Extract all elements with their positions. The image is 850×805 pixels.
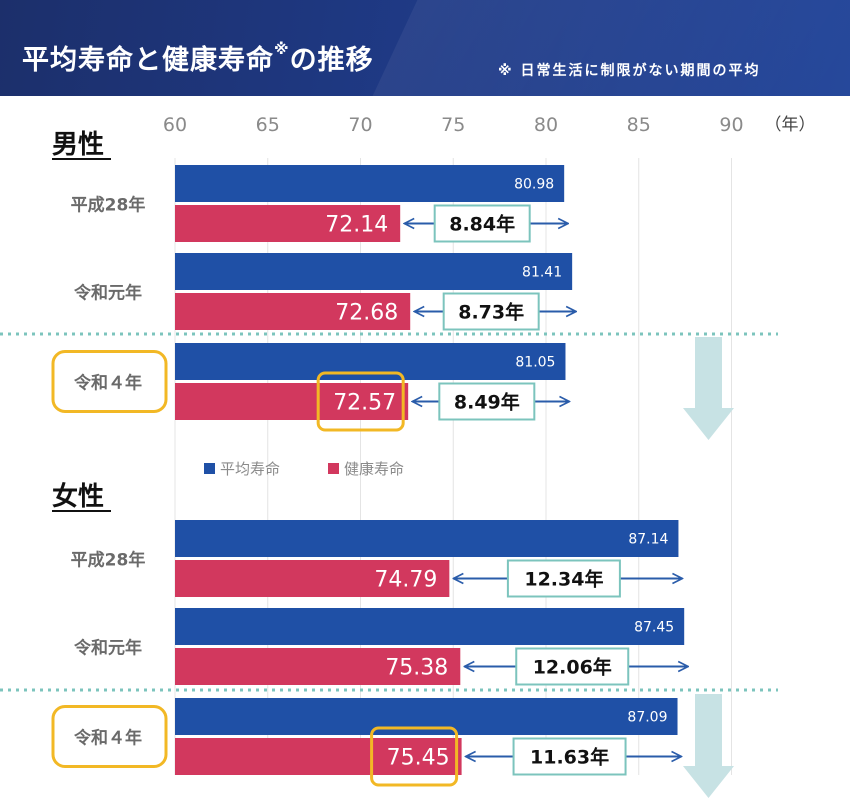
gap-box [433, 204, 531, 243]
year-label: 平成28年 [71, 195, 146, 216]
healthy-life-bar [175, 648, 461, 685]
chart-title-main: 平均寿命と健康寿命 [22, 45, 274, 76]
x-tick-label: 70 [348, 114, 372, 136]
healthy-value-highlight [316, 371, 405, 432]
year-label: 令和４年 [74, 728, 142, 749]
chart-title: 平均寿命と健康寿命※の推移 [22, 38, 374, 77]
legend-label-healthy: 健康寿命 [344, 460, 404, 478]
x-tick-label: 60 [163, 114, 187, 136]
healthy-value-label: 72.14 [325, 213, 388, 238]
healthy-value-label: 75.45 [387, 746, 450, 771]
legend-swatch-avg [204, 463, 215, 474]
trend-down-arrow [683, 337, 734, 440]
chart-title-mark: ※ [274, 40, 290, 58]
legend-label-avg: 平均寿命 [220, 460, 280, 478]
gap-box [442, 292, 540, 331]
x-tick-label: 80 [534, 114, 558, 136]
healthy-value-label: 74.79 [374, 568, 437, 593]
healthy-life-bar [175, 205, 401, 242]
healthy-life-bar [175, 738, 462, 775]
avg-value-label: 81.05 [515, 355, 555, 371]
year-label-highlight [51, 350, 168, 413]
year-label: 令和元年 [74, 638, 142, 659]
group-title: 男性 [52, 130, 104, 160]
chart-header: 平均寿命と健康寿命※の推移 ※ 日常生活に制限がない期間の平均 [0, 0, 850, 96]
avg-life-bar [175, 520, 679, 557]
healthy-value-label: 72.57 [333, 391, 396, 416]
trend-down-arrow [683, 694, 734, 798]
healthy-life-bar [175, 560, 450, 597]
x-tick-label: 65 [256, 114, 280, 136]
healthy-value-label: 75.38 [385, 656, 448, 681]
gap-value: 12.06年 [533, 656, 612, 679]
x-tick-label: 75 [441, 114, 465, 136]
chart-title-suffix: の推移 [289, 45, 374, 76]
x-tick-label: 90 [719, 114, 743, 136]
year-label-highlight [51, 705, 168, 768]
healthy-life-bar [175, 293, 411, 330]
avg-life-bar [175, 165, 565, 202]
gap-value: 8.73年 [458, 301, 524, 324]
avg-value-label: 81.41 [522, 265, 562, 281]
gap-value: 8.49年 [454, 391, 520, 414]
gap-box [438, 382, 536, 421]
gap-value: 11.63年 [530, 746, 609, 769]
gap-value: 12.34年 [524, 568, 603, 591]
year-label: 令和元年 [74, 283, 142, 304]
gap-box [512, 737, 627, 776]
gap-value: 8.84年 [449, 213, 515, 236]
avg-value-label: 80.98 [514, 177, 554, 193]
avg-life-bar [175, 608, 685, 645]
x-unit-label: （年） [765, 115, 816, 135]
healthy-value-highlight [370, 726, 459, 787]
x-tick-label: 85 [627, 114, 651, 136]
year-label: 平成28年 [71, 550, 146, 571]
legend-swatch-healthy [328, 463, 339, 474]
healthy-life-bar [175, 383, 409, 420]
year-label: 令和４年 [74, 373, 142, 394]
avg-value-label: 87.45 [634, 620, 674, 636]
group-title: 女性 [52, 481, 104, 512]
healthy-value-label: 72.68 [335, 301, 398, 326]
avg-value-label: 87.09 [627, 710, 667, 726]
chart-note: ※ 日常生活に制限がない期間の平均 [498, 63, 761, 79]
avg-life-bar [175, 253, 573, 290]
gap-box [506, 559, 621, 598]
gap-box [515, 647, 630, 686]
avg-value-label: 87.14 [628, 532, 668, 548]
